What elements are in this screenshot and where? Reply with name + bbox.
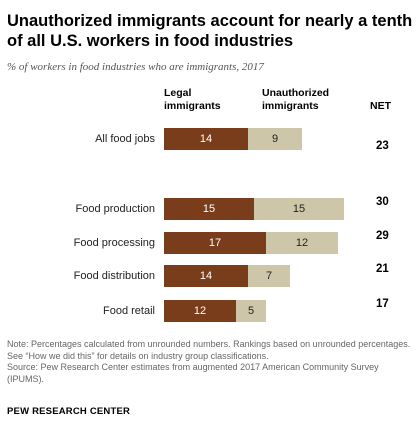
value-label-legal-food-distribution: 14 xyxy=(199,270,213,282)
chart-subtitle: % of workers in food industries who are … xyxy=(7,61,264,73)
pew-research-center-logo: PEW RESEARCH CENTER xyxy=(7,406,131,417)
legend-unauthorized-immigrants: Unauthorized immigrants xyxy=(262,87,330,112)
value-label-unauth-food-production: 15 xyxy=(292,203,306,215)
value-label-unauth-food-processing: 12 xyxy=(295,237,309,249)
net-value-food-retail: 17 xyxy=(376,298,389,310)
category-label-food-production: Food production xyxy=(75,203,156,215)
category-label-food-processing: Food processing xyxy=(73,237,155,249)
net-header: NET xyxy=(370,100,391,112)
category-label-food-retail: Food retail xyxy=(103,305,155,317)
value-label-legal-food-production: 15 xyxy=(202,203,216,215)
bar-unauth-food-processing xyxy=(266,232,338,254)
bar-legal-all-food-jobs xyxy=(164,128,248,150)
bar-unauth-food-distribution xyxy=(248,265,290,287)
bar-unauth-all-food-jobs xyxy=(248,128,302,150)
value-label-legal-food-retail: 12 xyxy=(193,305,207,317)
note-text: Note: Percentages calculated from unroun… xyxy=(7,339,411,361)
bar-unauth-food-retail xyxy=(236,300,266,322)
value-label-legal-food-processing: 17 xyxy=(208,237,222,249)
bar-unauth-food-production xyxy=(254,198,344,220)
source-text: Source: Pew Research Center estimates fr… xyxy=(7,362,379,384)
net-value-food-production: 30 xyxy=(376,196,389,208)
net-value-food-processing: 29 xyxy=(376,230,389,242)
value-label-unauth-all-food-jobs: 9 xyxy=(271,133,279,145)
legend-legal-immigrants: Legal immigrants xyxy=(164,87,221,112)
bar-legal-food-production xyxy=(164,198,254,220)
net-value-all-food-jobs: 23 xyxy=(376,140,389,152)
chart-title: Unauthorized immigrants account for near… xyxy=(7,12,413,50)
chart-note: Note: Percentages calculated from unroun… xyxy=(7,339,413,385)
value-label-unauth-food-distribution: 7 xyxy=(265,270,273,282)
value-label-legal-all-food-jobs: 14 xyxy=(199,133,213,145)
value-label-unauth-food-retail: 5 xyxy=(247,305,255,317)
bar-legal-food-distribution xyxy=(164,265,248,287)
net-value-food-distribution: 21 xyxy=(376,263,389,275)
category-label-food-distribution: Food distribution xyxy=(73,270,155,282)
bar-legal-food-processing xyxy=(164,232,266,254)
bar-legal-food-retail xyxy=(164,300,236,322)
category-label-all-food-jobs: All food jobs xyxy=(95,133,155,145)
